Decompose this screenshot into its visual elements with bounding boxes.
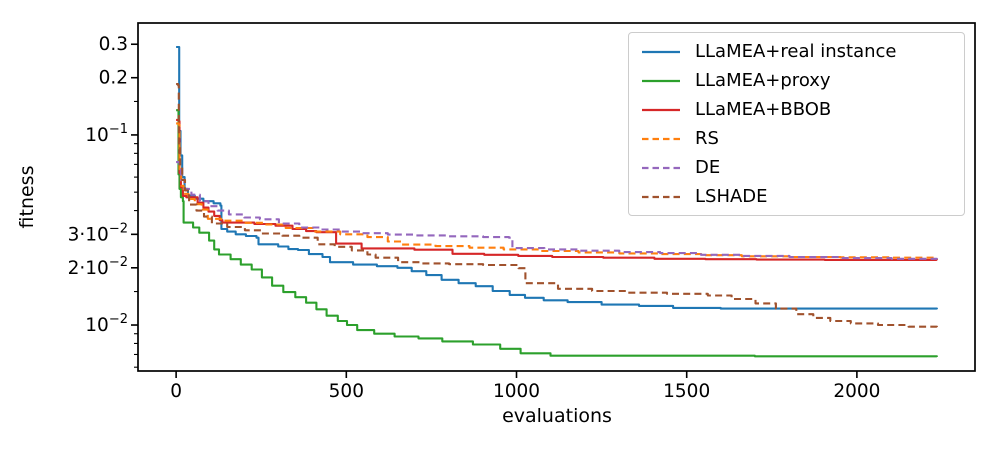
legend-line-sample-llamea-proxy [642, 79, 680, 82]
x-tick-label-1000: 1000 [493, 381, 540, 402]
y-axis-label: fitness [16, 165, 38, 229]
legend-item-de: DE [641, 153, 964, 182]
legend-line-sample-rs [642, 137, 680, 140]
legend-line-sample-de [642, 166, 680, 169]
legend-item-llamea-bbob: LLaMEA+BBOB [641, 95, 964, 124]
x-tick-label-1500: 1500 [663, 381, 710, 402]
legend-label-llamea-proxy: LLaMEA+proxy [695, 70, 831, 91]
y-tick-label-0.1: 10−1 [85, 122, 128, 146]
legend-item-lshade: LSHADE [641, 182, 964, 211]
series-rs [176, 122, 938, 259]
series-llamea-real-instance [176, 45, 938, 310]
y-tick-label-0.02: 2·10−2 [68, 255, 128, 279]
y-tick-label-0.3: 0.3 [99, 34, 128, 55]
legend-label-rs: RS [695, 128, 719, 149]
y-tick-label-0.01: 10−2 [85, 312, 128, 336]
series-de [176, 161, 938, 260]
y-tick-label-0.03: 3·10−2 [68, 221, 128, 245]
series-llamea-proxy [176, 109, 938, 358]
legend-item-llamea-proxy: LLaMEA+proxy [641, 66, 964, 95]
legend: LLaMEA+real instance LLaMEA+proxy LLaMEA+B… [628, 32, 965, 216]
x-tick-label-500: 500 [329, 381, 364, 402]
y-tick-label-0.2: 0.2 [99, 68, 128, 89]
x-tick-label-2000: 2000 [833, 381, 880, 402]
legend-item-rs: RS [641, 124, 964, 153]
legend-label-lshade: LSHADE [695, 186, 768, 207]
axes-spines [137, 22, 976, 372]
legend-label-llamea-bbob: LLaMEA+BBOB [695, 99, 832, 120]
series-group [176, 45, 938, 358]
legend-item-llamea-real-instance: LLaMEA+real instance [641, 37, 964, 66]
x-tick-label-0: 0 [170, 381, 182, 402]
x-axis-label: evaluations [502, 405, 612, 427]
legend-label-llamea-real-instance: LLaMEA+real instance [695, 41, 897, 62]
legend-label-de: DE [695, 157, 721, 178]
legend-line-sample-lshade [642, 195, 680, 198]
legend-line-sample-llamea-bbob [642, 108, 680, 111]
legend-line-sample-llamea-real-instance [642, 50, 680, 53]
